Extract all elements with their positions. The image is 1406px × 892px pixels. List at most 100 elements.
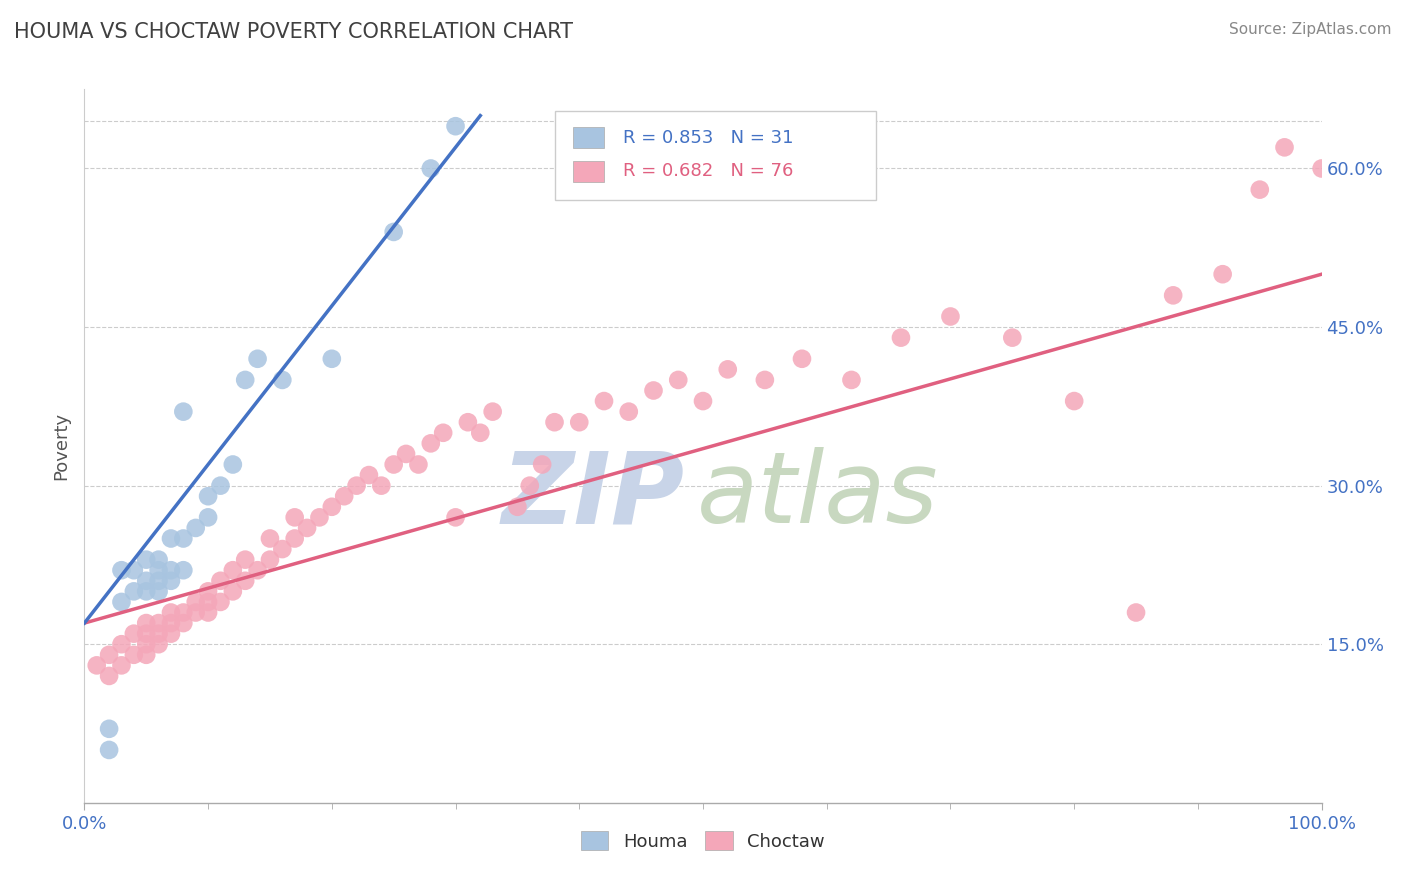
Point — [519, 478, 541, 492]
Point — [172, 606, 194, 620]
Point — [197, 606, 219, 620]
Point — [643, 384, 665, 398]
Point — [148, 584, 170, 599]
Point — [1001, 331, 1024, 345]
Point — [184, 606, 207, 620]
Point — [209, 595, 232, 609]
Point — [172, 563, 194, 577]
Text: ZIP: ZIP — [502, 448, 685, 544]
Point — [271, 373, 294, 387]
Point — [233, 574, 256, 588]
Text: R = 0.682   N = 76: R = 0.682 N = 76 — [623, 162, 793, 180]
Point — [122, 648, 145, 662]
Point — [246, 563, 269, 577]
Point — [593, 394, 616, 409]
Point — [370, 478, 392, 492]
Point — [148, 574, 170, 588]
Point — [382, 458, 405, 472]
Point — [692, 394, 714, 409]
Point — [135, 584, 157, 599]
Text: HOUMA VS CHOCTAW POVERTY CORRELATION CHART: HOUMA VS CHOCTAW POVERTY CORRELATION CHA… — [14, 22, 574, 42]
Point — [259, 532, 281, 546]
Point — [321, 351, 343, 366]
Point — [432, 425, 454, 440]
Point — [222, 458, 245, 472]
Point — [148, 616, 170, 631]
Point — [666, 373, 689, 387]
Bar — [574, 127, 605, 148]
Point — [1310, 161, 1333, 176]
Point — [110, 658, 132, 673]
Point — [308, 510, 330, 524]
Point — [382, 225, 405, 239]
Point — [408, 458, 430, 472]
Point — [284, 510, 307, 524]
Point — [197, 489, 219, 503]
Legend: Houma, Choctaw: Houma, Choctaw — [574, 824, 832, 858]
Point — [197, 510, 219, 524]
Point — [717, 362, 740, 376]
Point — [184, 521, 207, 535]
Point — [1125, 606, 1147, 620]
Text: atlas: atlas — [697, 448, 938, 544]
Point — [1063, 394, 1085, 409]
Point — [148, 552, 170, 566]
Point — [135, 616, 157, 631]
Point — [295, 521, 318, 535]
Point — [197, 584, 219, 599]
Point — [110, 637, 132, 651]
Point — [617, 404, 640, 418]
Point — [419, 436, 441, 450]
Point — [209, 574, 232, 588]
Point — [135, 574, 157, 588]
Point — [135, 648, 157, 662]
Point — [754, 373, 776, 387]
FancyBboxPatch shape — [554, 111, 876, 200]
Point — [531, 458, 554, 472]
Point — [160, 563, 183, 577]
Point — [233, 373, 256, 387]
Point — [122, 563, 145, 577]
Point — [98, 669, 121, 683]
Point — [357, 468, 380, 483]
Point — [98, 743, 121, 757]
Point — [890, 331, 912, 345]
Y-axis label: Poverty: Poverty — [52, 412, 70, 480]
Point — [172, 532, 194, 546]
Point — [160, 574, 183, 588]
Point — [160, 616, 183, 631]
Point — [444, 119, 467, 133]
Point — [1161, 288, 1184, 302]
Point — [222, 563, 245, 577]
Point — [160, 532, 183, 546]
Point — [457, 415, 479, 429]
Point — [110, 563, 132, 577]
Point — [1212, 267, 1234, 281]
Point — [470, 425, 492, 440]
Point — [98, 648, 121, 662]
Point — [271, 542, 294, 557]
Point — [395, 447, 418, 461]
Point — [841, 373, 863, 387]
Point — [506, 500, 529, 514]
Point — [135, 552, 157, 566]
Point — [939, 310, 962, 324]
Point — [222, 584, 245, 599]
Bar — [574, 161, 605, 182]
Point — [333, 489, 356, 503]
Point — [259, 552, 281, 566]
Point — [790, 351, 813, 366]
Point — [148, 626, 170, 640]
Text: Source: ZipAtlas.com: Source: ZipAtlas.com — [1229, 22, 1392, 37]
Point — [543, 415, 565, 429]
Point — [419, 161, 441, 176]
Point — [1249, 183, 1271, 197]
Point — [148, 563, 170, 577]
Point — [444, 510, 467, 524]
Point — [135, 626, 157, 640]
Point — [172, 616, 194, 631]
Point — [1274, 140, 1296, 154]
Point — [122, 626, 145, 640]
Point — [172, 404, 194, 418]
Point — [110, 595, 132, 609]
